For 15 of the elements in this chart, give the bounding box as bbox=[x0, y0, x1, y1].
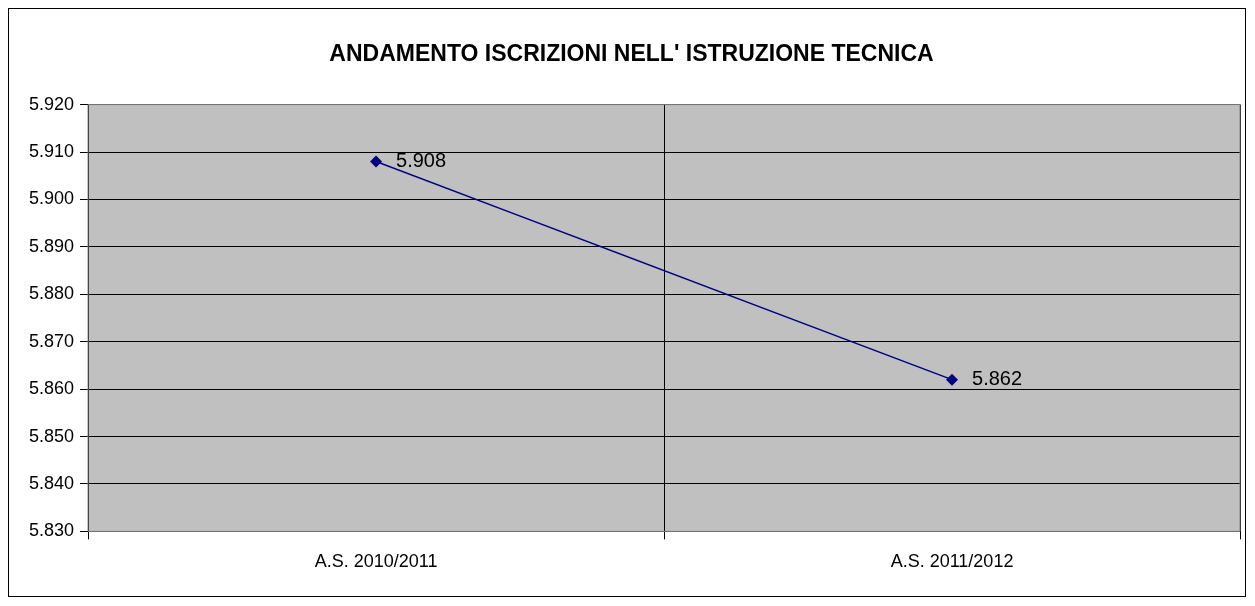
y-tick-label: 5.890 bbox=[29, 235, 75, 256]
chart-title: ANDAMENTO ISCRIZIONI NELL' ISTRUZIONE TECNICA bbox=[329, 40, 934, 67]
y-tick-label: 5.870 bbox=[29, 330, 75, 351]
x-tick-label: A.S. 2010/2011 bbox=[314, 551, 438, 572]
y-tick-label: 5.830 bbox=[29, 520, 75, 541]
y-tick-label: 5.840 bbox=[29, 472, 75, 493]
y-tick-label: 5.900 bbox=[29, 188, 75, 209]
y-tick-label: 5.880 bbox=[29, 283, 75, 304]
data-label: 5.862 bbox=[972, 367, 1023, 390]
y-tick-label: 5.850 bbox=[29, 425, 75, 446]
y-tick-label: 5.860 bbox=[29, 378, 75, 399]
x-tick-label: A.S. 2011/2012 bbox=[890, 551, 1014, 572]
data-label: 5.908 bbox=[396, 149, 447, 172]
y-tick-label: 5.910 bbox=[29, 140, 75, 161]
y-tick-label: 5.920 bbox=[29, 93, 75, 114]
